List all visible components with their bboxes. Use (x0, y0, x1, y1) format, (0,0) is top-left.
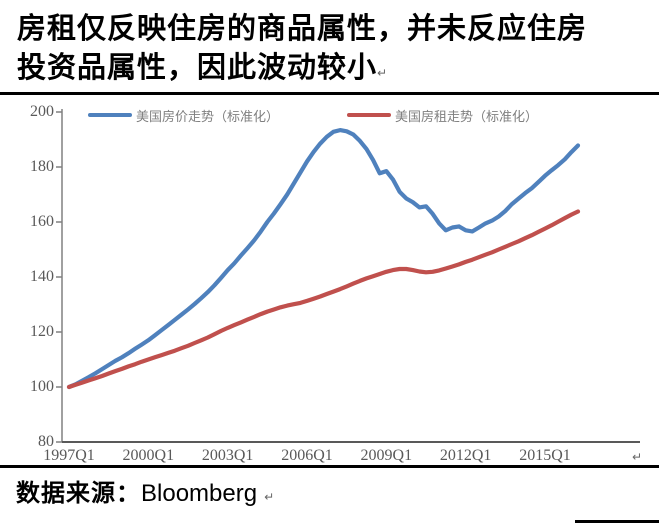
paragraph-mark-icon: ↵ (264, 490, 276, 504)
legend-label-rent: 美国房租走势（标准化） (395, 108, 539, 124)
legend-item-rent: 美国房租走势（标准化） (347, 106, 538, 125)
y-tick-label: 160 (30, 213, 54, 230)
x-tick-label: 2000Q1 (122, 447, 175, 464)
paragraph-mark-icon: ↵ (377, 66, 389, 81)
chart-legend: 美国房价走势（标准化） 美国房租走势（标准化） (88, 106, 538, 124)
y-tick-label: 80 (38, 433, 54, 450)
source-value: Bloomberg (141, 480, 258, 507)
legend-item-house-price: 美国房价走势（标准化） (88, 106, 279, 125)
slide-title: 房租仅反映住房的商品属性，并未反应住房 投资品属性，因此波动较小↵ (17, 10, 647, 88)
x-tick-label: 1997Q1 (43, 447, 95, 464)
source-divider (0, 465, 659, 468)
series-line-house-price (66, 128, 581, 390)
title-divider (0, 92, 659, 95)
x-tick-label: 2012Q1 (439, 447, 492, 464)
source-line: 数据来源：Bloomberg ↵ (16, 473, 275, 508)
y-tick-label: 120 (30, 323, 54, 340)
slide-title-line1: 房租仅反映住房的商品属性，并未反应住房 (17, 13, 588, 45)
y-tick-label: 180 (30, 158, 54, 175)
slide-title-line2: 投资品属性，因此波动较小 (17, 52, 378, 85)
x-tick-label: 2015Q1 (519, 447, 571, 464)
series-line-rent (66, 209, 581, 390)
paragraph-mark-icon: ↵ (632, 450, 643, 464)
y-tick-label: 140 (30, 268, 54, 285)
x-tick-label: 2009Q1 (360, 447, 413, 464)
legend-swatch-rent (347, 113, 392, 117)
source-label: 数据来源： (16, 481, 141, 507)
legend-label-house-price: 美国房价走势（标准化） (136, 108, 280, 124)
y-tick-label: 200 (30, 103, 54, 120)
y-tick-label: 100 (30, 378, 54, 395)
bottom-right-rule (575, 520, 659, 523)
x-tick-label: 2006Q1 (281, 447, 333, 464)
x-tick-label: 2003Q1 (201, 447, 254, 464)
legend-swatch-house-price (88, 113, 132, 117)
